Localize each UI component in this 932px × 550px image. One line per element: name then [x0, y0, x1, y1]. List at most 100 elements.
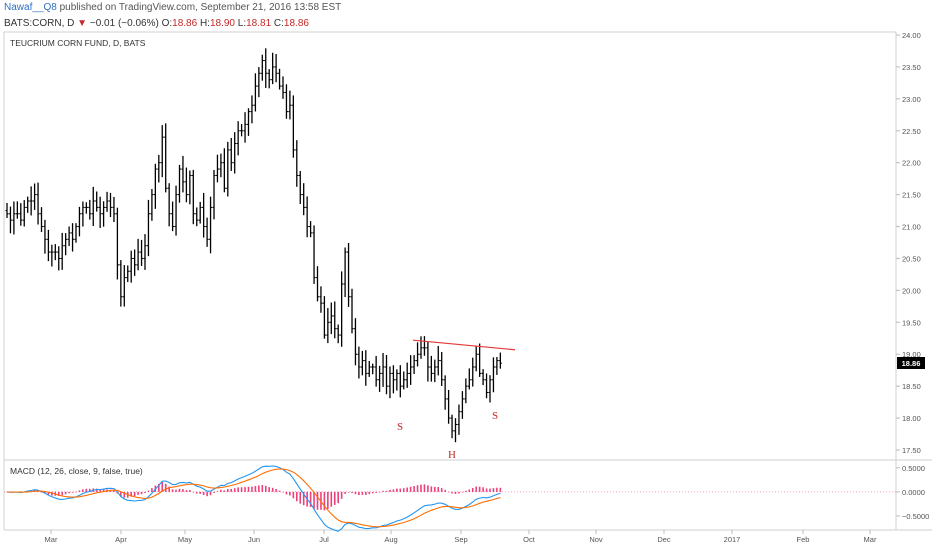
ohlc-bar — [19, 203, 23, 226]
ohlc-bar — [329, 302, 333, 335]
ohlc-bar — [398, 365, 402, 398]
ohlc-bar — [402, 371, 406, 390]
price-tick-label: 19.50 — [902, 318, 921, 327]
macd-tick-label: −0.5000 — [902, 512, 929, 521]
right-shoulder-label: S — [492, 410, 498, 422]
ohlc-bar — [77, 206, 82, 237]
macd-hist-bar — [144, 491, 146, 493]
ohlc-bar — [436, 345, 440, 376]
ohlc-bar — [95, 191, 99, 212]
macd-hist-bar — [482, 487, 484, 492]
ohlc-bar — [405, 362, 409, 388]
symbol-label: BATS:CORN, D — [4, 18, 75, 29]
macd-hist-bar — [402, 488, 405, 492]
macd-hist-bar — [227, 489, 229, 492]
macd-hist-bar — [489, 488, 491, 492]
ohlc-bar — [336, 324, 340, 344]
macd-hist-bar — [496, 487, 498, 492]
macd-hist-bar — [216, 491, 219, 492]
time-tick-label: Mar — [45, 535, 58, 544]
macd-hist-bar — [182, 489, 184, 492]
time-tick-label: Sep — [454, 535, 467, 544]
ohlc-bar — [253, 73, 257, 112]
ohlc-bar — [426, 341, 430, 382]
macd-hist-bar — [57, 491, 60, 496]
low-value: 18.81 — [246, 18, 272, 29]
ohlc-bar — [315, 266, 320, 302]
price-tick-label: 22.50 — [902, 127, 921, 136]
ohlc-bar — [284, 84, 289, 119]
macd-hist-bar — [123, 491, 126, 498]
ohlc-bar — [409, 355, 413, 385]
ohlc-bar — [112, 196, 116, 222]
ohlc-bar — [419, 336, 423, 359]
ohlc-bar — [60, 232, 64, 270]
ohlc-bar — [343, 247, 347, 298]
time-tick-label: Oct — [523, 535, 536, 544]
ohlc-bar — [88, 199, 92, 220]
macd-hist-bar — [378, 491, 381, 493]
ohlc-bar — [160, 125, 164, 178]
macd-hist-bar — [202, 491, 205, 495]
author-link[interactable]: Nawaf__Q8 — [4, 2, 57, 13]
macd-hist-bar — [78, 490, 81, 492]
macd-hist-bar — [396, 488, 398, 492]
macd-hist-bar — [440, 488, 443, 492]
macd-axis[interactable]: 0.5000 0.0000 −0.5000 — [896, 464, 929, 521]
ohlc-bar — [440, 351, 444, 386]
ohlc-bar — [364, 350, 368, 386]
macd-hist-bar — [368, 491, 371, 495]
ohlc-bar — [70, 223, 75, 252]
time-tick-label: Jun — [248, 535, 260, 544]
macd-hist-bar — [251, 486, 253, 492]
ohlc-bar — [298, 170, 302, 204]
macd-hist-bar — [175, 489, 177, 492]
ohlc-bar — [143, 234, 147, 270]
macd-hist-bar — [233, 488, 236, 492]
macd-hist-bar — [437, 487, 440, 492]
ohlc-bar — [274, 54, 278, 83]
macd-hist-bar — [95, 488, 98, 492]
price-tick-label: 21.50 — [902, 191, 921, 200]
ohlc-bar — [15, 201, 19, 219]
macd-hist-bar — [333, 491, 336, 505]
macd-hist-bar — [406, 487, 408, 492]
macd-hist-bar — [275, 488, 277, 492]
macd-hist-bar — [461, 491, 464, 493]
macd-hist-bar — [371, 491, 374, 494]
ohlc-bar — [288, 90, 292, 120]
macd-hist-bar — [409, 486, 412, 492]
macd-hist-bar — [254, 486, 257, 492]
macd-hist-bar — [189, 489, 191, 492]
ohlc-bar — [488, 375, 492, 403]
low-label: L: — [237, 18, 247, 29]
ohlc-bar — [305, 196, 309, 238]
ohlc-bar — [464, 378, 468, 404]
ohlc-bar — [64, 233, 68, 256]
ohlc-bar — [219, 153, 223, 178]
macd-hist-bar — [133, 491, 136, 497]
ohlc-bar — [371, 363, 375, 375]
macd-hist-bar — [413, 486, 415, 492]
macd-hist-bar — [213, 491, 215, 493]
time-axis[interactable]: Mar Apr May Jun Jul Aug Sep Oct Nov Dec 2017 Feb Mar — [45, 530, 877, 544]
ohlc-bar — [457, 404, 461, 435]
ohlc-bar — [467, 368, 471, 390]
macd-hist-bar — [178, 488, 181, 492]
macd-hist-bar — [199, 491, 201, 494]
ohlc-bar — [53, 244, 57, 261]
ohlc-bar — [84, 202, 88, 214]
ohlc-bar — [29, 186, 33, 216]
time-tick-label: Jul — [319, 535, 329, 544]
ohlc-bar — [415, 342, 420, 367]
ohlc-bar — [291, 95, 295, 158]
ohlc-bar — [388, 366, 392, 399]
ohlc-bar — [39, 207, 44, 233]
neckline-trendline[interactable] — [412, 339, 516, 351]
macd-hist-bar — [289, 491, 291, 496]
ohlc-bar — [391, 365, 395, 394]
price-tick-label: 20.00 — [902, 286, 921, 295]
price-axis[interactable]: 24.00 23.50 23.00 22.50 22.00 21.50 21.00 20.50… — [896, 31, 921, 455]
ohlc-bar — [164, 123, 168, 193]
